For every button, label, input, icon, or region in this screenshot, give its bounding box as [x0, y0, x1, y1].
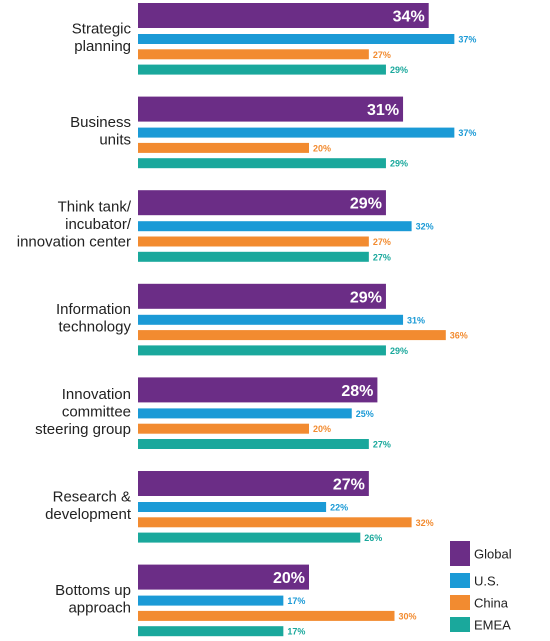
bar-us — [138, 127, 455, 138]
legend-item: EMEA — [450, 617, 511, 633]
data-label-emea: 27% — [373, 440, 391, 450]
bar-china — [138, 610, 395, 621]
bar-china — [138, 49, 369, 60]
category-label: Innovation committee steering group — [35, 386, 131, 438]
legend-label: U.S. — [474, 574, 499, 589]
data-label-global: 28% — [341, 383, 373, 400]
bar-emea — [138, 532, 361, 543]
data-label-us: 31% — [407, 315, 425, 325]
bar-group: 31% 37% 20% 29% — [138, 96, 476, 169]
data-label-emea: 17% — [287, 627, 305, 637]
category-label: Information technology — [56, 301, 132, 336]
legend: Global U.S. China EMEA — [450, 541, 512, 633]
bar-global — [138, 564, 309, 590]
legend-item: U.S. — [450, 573, 499, 589]
bar-group: 28% 25% 20% 27% — [138, 377, 391, 450]
data-label-china: 20% — [313, 143, 331, 153]
bar-us — [138, 408, 352, 419]
bar-group: 29% 32% 27% 27% — [138, 190, 434, 262]
bar-global — [138, 3, 429, 28]
bar-china — [138, 142, 309, 153]
data-label-us: 37% — [458, 128, 476, 138]
bar-us — [138, 595, 284, 606]
bar-emea — [138, 439, 369, 449]
data-label-us: 17% — [287, 596, 305, 606]
bar-global — [138, 190, 386, 216]
category-label: Business units — [70, 114, 131, 149]
data-label-china: 27% — [373, 50, 391, 60]
data-label-us: 37% — [458, 35, 476, 45]
legend-swatch — [450, 595, 470, 610]
data-label-global: 34% — [393, 9, 425, 26]
bar-china — [138, 517, 412, 528]
bar-global — [138, 283, 386, 309]
bar-emea — [138, 251, 369, 262]
data-label-china: 36% — [450, 331, 468, 341]
bar-group: 20% 17% 30% 17% — [138, 564, 417, 637]
data-label-us: 32% — [416, 222, 434, 232]
bar-global — [138, 377, 378, 403]
bar-group: 27% 22% 32% 26% — [138, 471, 434, 543]
data-label-global: 20% — [273, 570, 305, 587]
data-label-emea: 26% — [364, 533, 382, 543]
bar-us — [138, 502, 327, 512]
bar-global — [138, 96, 404, 122]
category-label: Strategic planning — [72, 20, 132, 55]
bar-emea — [138, 64, 386, 75]
bar-us — [138, 221, 412, 232]
bar-china — [138, 423, 309, 434]
bar-china — [138, 236, 369, 247]
data-label-china: 30% — [399, 611, 417, 621]
legend-label: Global — [474, 547, 512, 562]
bar-group: 34% 37% 27% 29% — [138, 3, 476, 75]
bar-us — [138, 314, 404, 325]
data-label-us: 22% — [330, 503, 348, 513]
data-label-emea: 29% — [390, 65, 408, 75]
legend-swatch — [450, 541, 470, 566]
bar-global — [138, 471, 369, 496]
data-label-global: 31% — [367, 102, 399, 119]
legend-swatch — [450, 573, 470, 588]
labels-layer: Strategic planning Business units Think tank… — [17, 20, 132, 616]
data-label-emea: 27% — [373, 252, 391, 262]
legend-label: EMEA — [474, 618, 511, 633]
data-label-emea: 29% — [390, 346, 408, 356]
data-label-china: 27% — [373, 237, 391, 247]
bar-group: 29% 31% 36% 29% — [138, 283, 468, 356]
data-label-emea: 29% — [390, 159, 408, 169]
bar-emea — [138, 626, 284, 637]
legend-label: China — [474, 596, 509, 611]
data-label-china: 32% — [416, 518, 434, 528]
category-label: Bottoms up approach — [55, 582, 131, 617]
legend-item: Global — [450, 541, 512, 566]
bar-us — [138, 34, 455, 44]
legend-swatch — [450, 617, 470, 632]
bar-emea — [138, 158, 386, 169]
data-label-china: 20% — [313, 424, 331, 434]
data-label-us: 25% — [356, 409, 374, 419]
data-label-global: 27% — [333, 477, 365, 494]
bar-emea — [138, 345, 386, 356]
bars-layer: 34%37%27%29%31%37%20%29%29%32%27%27%29%3… — [138, 3, 476, 637]
category-label: Think tank/incubator/innovation center — [17, 199, 132, 251]
bar-china — [138, 330, 446, 341]
data-label-global: 29% — [350, 196, 382, 213]
category-label: Research & development — [45, 488, 132, 523]
data-label-global: 29% — [350, 289, 382, 306]
legend-item: China — [450, 595, 509, 611]
